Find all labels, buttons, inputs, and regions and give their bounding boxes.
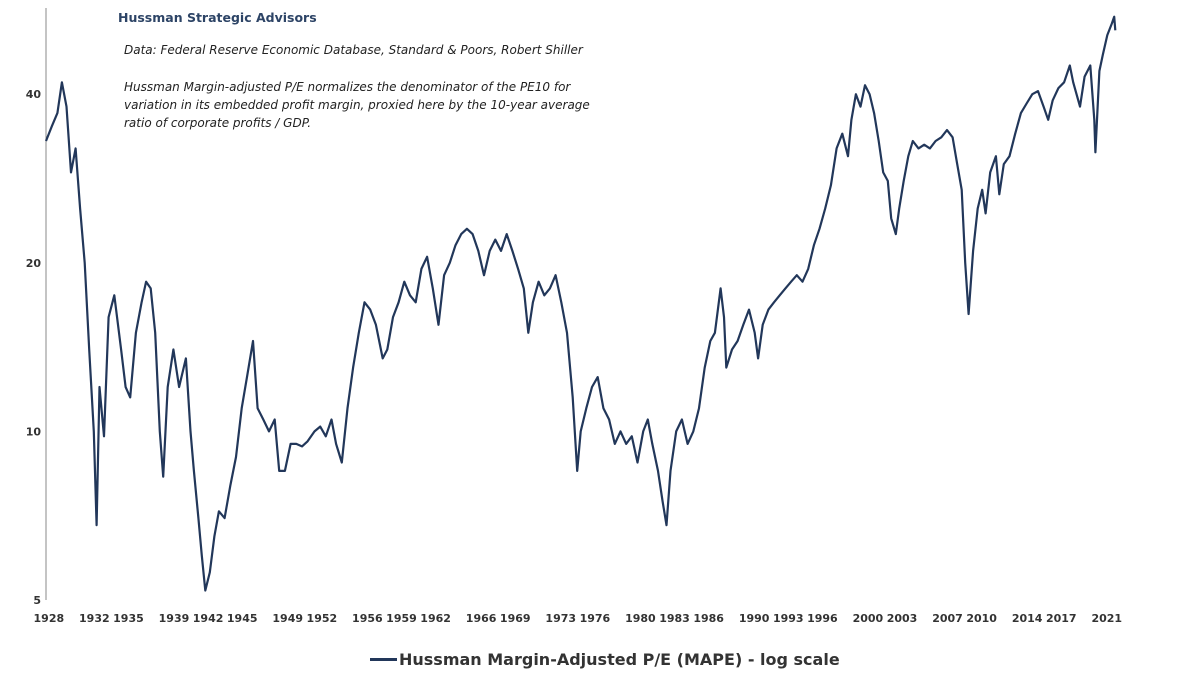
y-tick-label: 40	[26, 88, 42, 101]
x-tick-label: 2000	[853, 612, 884, 625]
x-tick-label: 2021	[1091, 612, 1122, 625]
x-tick-label: 1959	[386, 612, 417, 625]
x-tick-label: 1956	[352, 612, 383, 625]
x-tick-label: 1928	[34, 612, 65, 625]
x-tick-label: 1966	[466, 612, 497, 625]
x-tick-label: 1962	[420, 612, 451, 625]
x-tick-label: 1952	[307, 612, 338, 625]
x-tick-label: 1980	[625, 612, 656, 625]
x-tick-label: 2014	[1012, 612, 1043, 625]
x-tick-label: 1949	[272, 612, 303, 625]
x-tick-label: 1969	[500, 612, 531, 625]
x-tick-label: 1942	[193, 612, 224, 625]
x-tick-label: 1983	[659, 612, 690, 625]
x-tick-label: 1976	[580, 612, 611, 625]
x-tick-label: 1996	[807, 612, 838, 625]
legend-line-swatch	[370, 658, 397, 661]
chart-description: Hussman Margin-adjusted P/E normalizes t…	[124, 80, 590, 130]
y-tick-label: 20	[26, 257, 42, 270]
x-tick-label: 1973	[545, 612, 576, 625]
x-tick-label: 1932	[79, 612, 110, 625]
legend: Hussman Margin-Adjusted P/E (MAPE) - log…	[370, 650, 840, 669]
y-tick-label: 5	[33, 594, 41, 607]
data-source-note: Data: Federal Reserve Economic Database,…	[124, 43, 583, 57]
x-tick-label: 2003	[887, 612, 918, 625]
x-tick-label: 1990	[739, 612, 770, 625]
legend-label: Hussman Margin-Adjusted P/E (MAPE) - log…	[399, 650, 840, 669]
brand-name: Hussman Strategic Advisors	[118, 10, 317, 25]
x-tick-label: 2007	[932, 612, 963, 625]
series-line-mape	[44, 15, 1117, 592]
x-tick-label: 2010	[966, 612, 997, 625]
x-tick-label: 1945	[227, 612, 258, 625]
x-tick-label: 2017	[1046, 612, 1077, 625]
x-tick-label: 1993	[773, 612, 804, 625]
y-tick-label: 10	[26, 425, 42, 438]
x-tick-label: 1935	[113, 612, 144, 625]
x-tick-label: 1986	[693, 612, 724, 625]
x-tick-label: 1939	[159, 612, 190, 625]
